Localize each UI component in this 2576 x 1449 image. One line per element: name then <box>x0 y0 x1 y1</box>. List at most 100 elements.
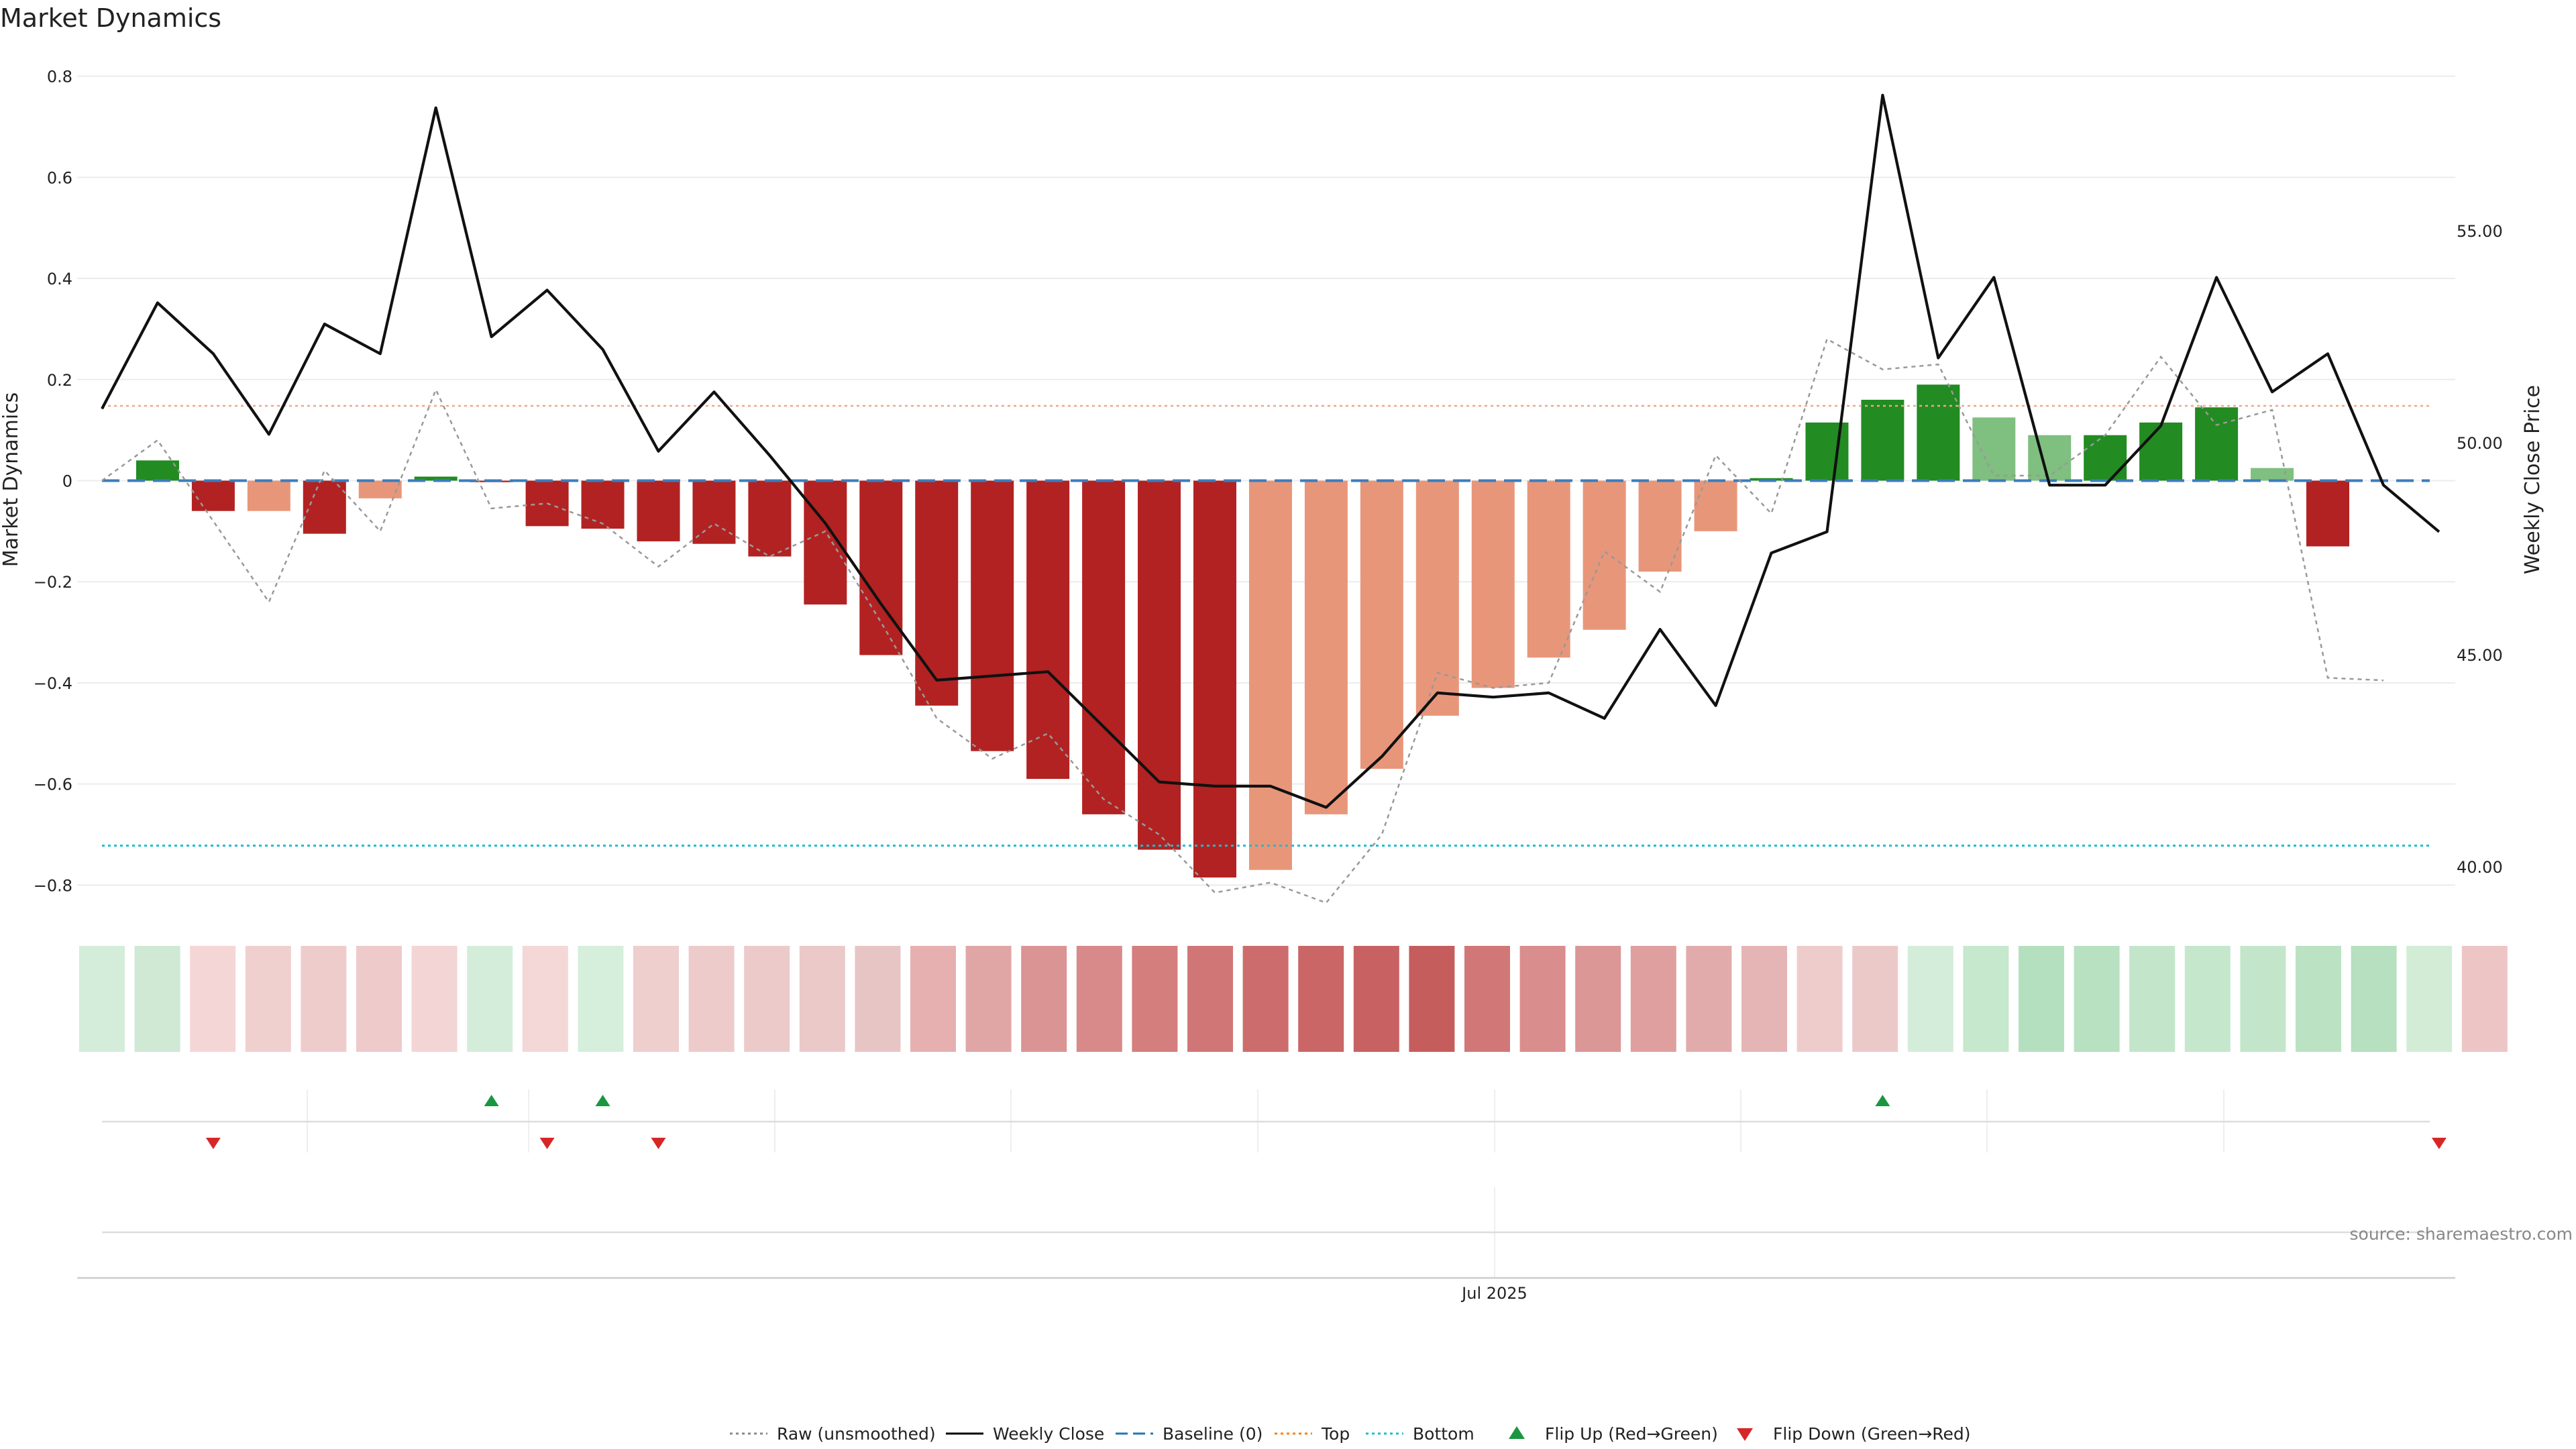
bar <box>1360 480 1403 769</box>
heat-cell <box>855 946 901 1052</box>
line-series <box>101 93 2440 904</box>
heat-cell <box>1242 946 1289 1052</box>
heat-cell <box>190 946 236 1052</box>
heat-cell <box>2240 946 2286 1052</box>
heat-cell <box>744 946 790 1052</box>
bar <box>1471 480 1515 688</box>
bar <box>2084 435 2127 481</box>
bar <box>971 480 1014 751</box>
bar <box>303 480 346 534</box>
bar <box>1805 422 1849 481</box>
left-axis-title: Market Dynamics <box>0 392 23 568</box>
bar <box>2251 468 2294 481</box>
bar <box>247 480 290 511</box>
heat-cell <box>1353 946 1399 1052</box>
bar <box>859 480 903 655</box>
left-tick-label: −0.6 <box>34 775 72 794</box>
bar <box>637 480 680 541</box>
left-tick-label: 0 <box>62 472 72 491</box>
bar <box>1248 480 1292 870</box>
bar <box>2195 407 2239 481</box>
bar <box>581 480 625 529</box>
heat-cell <box>1132 946 1178 1052</box>
weekly-close-line <box>101 93 2440 809</box>
legend-label: Flip Down (Green→Red) <box>1773 1424 1971 1444</box>
heat-cell <box>2406 946 2453 1052</box>
heat-cell <box>356 946 402 1052</box>
bar <box>1917 384 1960 481</box>
heat-cell <box>134 946 180 1052</box>
heat-cell <box>2184 946 2231 1052</box>
legend-label: Raw (unsmoothed) <box>777 1424 936 1444</box>
heat-cell <box>522 946 568 1052</box>
heat-cell <box>1464 946 1510 1052</box>
heat-cell <box>1519 946 1566 1052</box>
heat-cell <box>1575 946 1621 1052</box>
left-tick-label: −0.4 <box>34 674 72 693</box>
legend-swatch <box>1509 1426 1525 1439</box>
heat-cell <box>1686 946 1732 1052</box>
left-tick-label: 0.8 <box>47 68 72 87</box>
heat-strip <box>79 946 2508 1052</box>
legend-label: Bottom <box>1413 1424 1474 1444</box>
left-tick-label: 0.6 <box>47 168 72 187</box>
bar <box>748 480 792 557</box>
heat-cell <box>1852 946 1898 1052</box>
flip-up-marker <box>484 1095 499 1106</box>
bar <box>1026 480 1070 780</box>
legend-label: Weekly Close <box>993 1424 1104 1444</box>
heat-cell <box>1630 946 1676 1052</box>
right-tick-label: 55.00 <box>2457 222 2503 241</box>
legend-label: Baseline (0) <box>1163 1424 1263 1444</box>
bar <box>191 480 235 511</box>
bar <box>1582 480 1626 630</box>
raw-unsmoothed-line <box>101 337 2384 904</box>
heat-cell <box>1076 946 1122 1052</box>
bar <box>1082 480 1126 814</box>
heat-cell <box>245 946 291 1052</box>
heat-cell <box>799 946 845 1052</box>
heat-cell <box>1907 946 1953 1052</box>
heat-cell <box>467 946 513 1052</box>
bar <box>414 476 458 481</box>
flip-up-marker <box>1875 1095 1890 1106</box>
heat-cell <box>1963 946 2009 1052</box>
heat-cell <box>578 946 624 1052</box>
bar <box>2306 480 2349 547</box>
heat-cell <box>2074 946 2120 1052</box>
heat-cell <box>301 946 347 1052</box>
bar <box>136 460 179 481</box>
flip-down-marker <box>539 1138 555 1149</box>
heat-cell <box>2461 946 2508 1052</box>
bar <box>2139 422 2183 481</box>
flip-down-marker <box>205 1138 221 1149</box>
bar <box>1861 399 1904 481</box>
heat-cell <box>633 946 679 1052</box>
legend-label: Flip Up (Red→Green) <box>1545 1424 1718 1444</box>
legend: Raw (unsmoothed) Weekly Close Baseline (0)… <box>730 1424 1971 1444</box>
left-tick-label: −0.8 <box>34 876 72 895</box>
bar <box>1415 480 1459 716</box>
axes-layer: 0.8 0.6 0.4 0.2 0 −0.2 −0.4 −0.6 −0.8 40.00 45.00 5… <box>34 68 2503 1303</box>
bar <box>1972 417 2016 481</box>
heat-cell <box>2019 946 2064 1052</box>
bar <box>1138 480 1181 850</box>
legend-label: Top <box>1321 1424 1350 1444</box>
legend-swatch <box>1737 1428 1753 1441</box>
left-tick-label: 0.4 <box>47 270 72 288</box>
x-tick-label: Jul 2025 <box>1460 1284 1527 1303</box>
bar <box>915 480 959 706</box>
heat-cell <box>2351 946 2397 1052</box>
bar <box>1694 480 1737 531</box>
heat-cell <box>1796 946 1843 1052</box>
flip-markers-panel <box>77 1089 2455 1279</box>
right-tick-label: 40.00 <box>2457 858 2503 877</box>
left-tick-label: 0.2 <box>47 371 72 390</box>
right-tick-label: 50.00 <box>2457 434 2503 453</box>
flip-up-marker <box>595 1095 610 1106</box>
heat-cell <box>910 946 956 1052</box>
heat-cell <box>1021 946 1067 1052</box>
right-axis-title: Weekly Close Price <box>2521 385 2544 574</box>
heat-cell <box>79 946 125 1052</box>
